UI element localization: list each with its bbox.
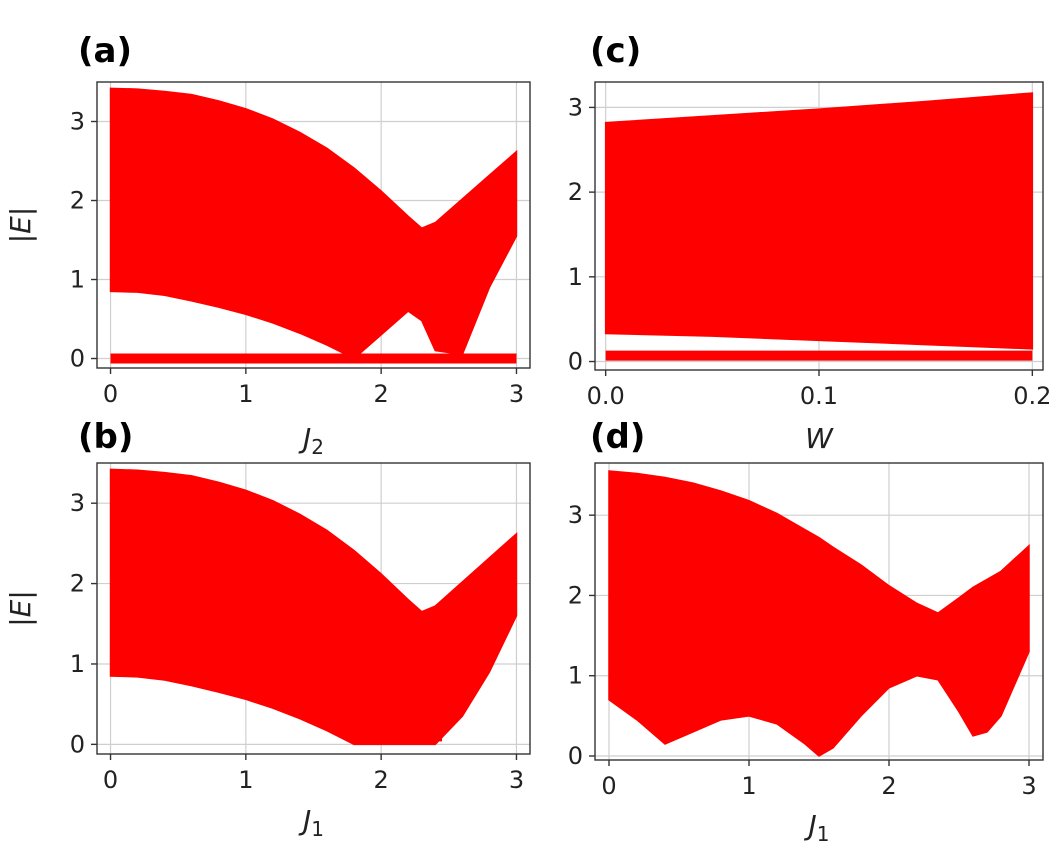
- panel-label: (c): [590, 31, 641, 71]
- panel-label: (b): [78, 417, 133, 457]
- plot-area: [109, 468, 518, 746]
- axes-frame: [96, 462, 531, 755]
- series-bulk-band: [109, 468, 518, 746]
- y-tick-label-3: 3: [70, 108, 85, 136]
- y-tick-label-2: 2: [70, 187, 85, 215]
- x-tick-label-2: 2: [374, 766, 389, 794]
- x-tick-label-2: 2: [374, 380, 389, 408]
- x-tick-label-3: 3: [1021, 772, 1036, 800]
- plot-area: [109, 87, 518, 364]
- plot-area: [604, 92, 1034, 361]
- x-tick-label-1: 0.1: [800, 382, 838, 410]
- y-tick-label-1: 1: [568, 263, 583, 291]
- x-axis-label-main: J: [298, 804, 311, 837]
- y-tick-label-3: 3: [568, 501, 583, 529]
- x-axis-label-main: J: [298, 422, 311, 455]
- panel-label: (a): [78, 31, 132, 71]
- x-tick-label-0: 0: [601, 772, 616, 800]
- panel-label: (d): [590, 417, 645, 457]
- axes-frame: [594, 462, 1044, 761]
- y-tick-label-2: 2: [568, 581, 583, 609]
- x-tick-label-2: 2: [881, 772, 896, 800]
- plot-area: [608, 470, 1030, 757]
- y-tick-label-1: 1: [568, 662, 583, 690]
- panel-c: 0.0 0.1 0.2 0 1 2 3(c) W: [568, 31, 1052, 455]
- y-tick-label-0: 0: [568, 348, 583, 376]
- x-axis-label: J1: [804, 809, 830, 846]
- x-axis-label-main: J: [804, 809, 817, 842]
- y-axis-label: |E|: [4, 207, 37, 244]
- y-tick-label-2: 2: [568, 178, 583, 206]
- x-tick-label-0: 0: [103, 766, 118, 794]
- series-bulk-band: [109, 87, 518, 360]
- y-tick-label-0: 0: [70, 345, 85, 373]
- y-tick-label-2: 2: [70, 570, 85, 598]
- y-tick-label-3: 3: [568, 93, 583, 121]
- axes-frame: [96, 81, 531, 369]
- x-tick-label-0: 0: [103, 380, 118, 408]
- x-tick-label-1: 1: [238, 380, 253, 408]
- y-tick-label-0: 0: [70, 730, 85, 758]
- x-axis-label-subscript: 2: [311, 435, 324, 459]
- x-axis-label: J1: [298, 804, 324, 841]
- y-tick-label-0: 0: [568, 742, 583, 770]
- x-tick-label-1: 1: [238, 766, 253, 794]
- x-axis-label: W: [805, 422, 834, 455]
- y-tick-label-1: 1: [70, 650, 85, 678]
- x-tick-label-2: 0.2: [1013, 382, 1051, 410]
- x-axis-label-main: W: [805, 422, 834, 455]
- x-tick-label-3: 3: [509, 766, 524, 794]
- x-tick-label-3: 3: [509, 380, 524, 408]
- x-axis-label-subscript: 1: [311, 817, 324, 841]
- y-tick-label-1: 1: [70, 266, 85, 294]
- x-axis-label-subscript: 1: [817, 822, 830, 846]
- series-bulk-band: [608, 470, 1030, 757]
- y-axis-label: |E|: [4, 590, 37, 627]
- series-bulk-band: [604, 92, 1034, 350]
- y-tick-label-3: 3: [70, 489, 85, 517]
- x-tick-label-1: 1: [741, 772, 756, 800]
- x-tick-label-0: 0.0: [587, 382, 625, 410]
- x-axis-label: J2: [298, 422, 324, 459]
